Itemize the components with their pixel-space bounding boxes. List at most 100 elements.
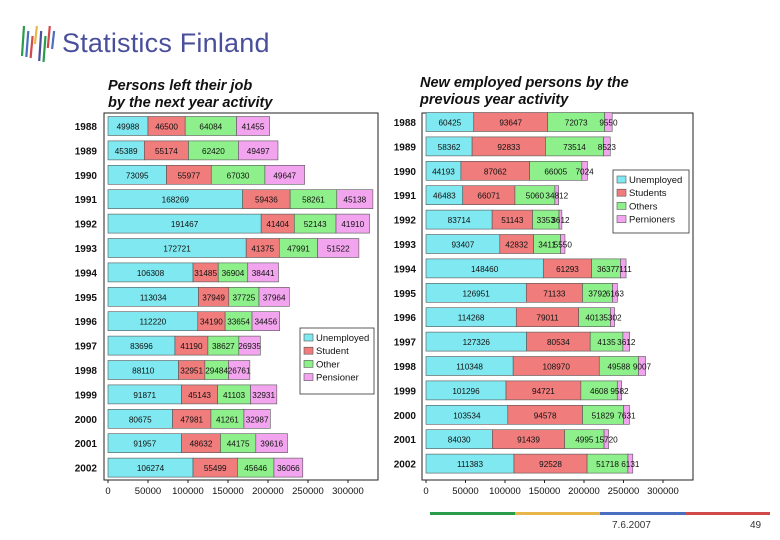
bar-value-label: 106308 [137,269,165,278]
bar-segment-pensioner [251,311,280,332]
bar-value-label: 55174 [155,147,178,156]
bar-value-label: 7111 [615,265,632,274]
footer-line-segment [600,512,685,515]
bar-value-label: 5550 [554,241,573,250]
bar-value-label: 45138 [343,196,366,205]
bar-segment-pensioner [623,404,630,425]
bar-value-label: 32951 [180,367,203,376]
bar-segment-pensioner [238,140,279,161]
year-label: 1990 [394,167,417,178]
bar-value-label: 61293 [556,265,579,274]
year-label: 1993 [75,244,98,255]
chart-title-line: by the next year activity [108,95,273,111]
legend-swatch-pensioner [616,215,627,223]
bar-value-label: 32987 [246,415,269,424]
x-tick-label: 250000 [292,486,324,497]
legend-label: Pernioners [629,215,675,226]
bar-value-label: 55499 [204,464,227,473]
bar-segment-pensioner [238,335,261,356]
bar-value-label: 49588 [607,363,630,372]
bar-value-label: 127326 [463,338,491,347]
bar-value-label: 49647 [273,171,296,180]
year-label: 2002 [75,464,98,475]
bar-segment-pensioner [317,238,360,258]
bar-segment-pensioner [558,209,563,230]
bar-value-label: 38627 [212,342,235,351]
x-tick-label: 0 [105,486,110,497]
bar-segment-pensioner [273,457,304,478]
bar-segment-pensioner [554,185,559,205]
bar-value-label: 94721 [532,387,555,396]
bar-value-label: 15720 [595,436,618,445]
bar-value-label: 58362 [438,143,461,152]
x-tick-label: 300000 [647,486,679,497]
year-label: 1990 [75,171,98,182]
logo-stripe [51,30,56,50]
year-label: 1998 [394,362,417,373]
bar-value-label: 29484 [205,367,228,376]
bar-value-label: 91871 [133,391,156,400]
bar-value-label: 41404 [266,220,289,229]
bar-value-label: 51829 [592,411,615,420]
logo-stripe [29,35,34,59]
legend-swatch-student [616,188,627,197]
bar-segment-pensioner [258,286,290,307]
bar-segment-pensioner [336,189,374,209]
bar-value-label: 5302 [603,314,622,323]
x-tick-label: 100000 [172,486,204,497]
year-label: 2001 [394,435,417,446]
bar-value-label: 44175 [227,440,250,449]
bar-value-label: 71133 [543,289,566,298]
bar-value-label: 103534 [453,411,481,420]
bar-segment-pensioner [620,258,627,279]
bar-value-label: 113034 [140,293,167,302]
bar-segment-pensioner [243,408,271,429]
bar-value-label: 34190 [200,318,223,327]
bar-value-label: 87062 [484,167,507,176]
bar-value-label: 3411 [538,241,556,250]
bar-value-label: 33654 [227,318,250,327]
year-label: 1997 [394,338,417,349]
bar-segment-pensioner [228,360,251,380]
year-label: 2000 [394,411,417,422]
bar-value-label: 66071 [477,192,500,201]
legend-swatch-other [616,202,627,210]
bar-value-label: 6131 [621,460,640,469]
year-label: 1996 [75,317,98,328]
x-tick-label: 200000 [252,486,284,497]
chart-title-line: previous year activity [419,92,569,108]
bar-value-label: 45389 [115,147,138,156]
bar-value-label: 64084 [199,123,222,132]
year-label: 1993 [394,240,417,251]
logo-stripe [33,25,38,45]
bar-segment-pensioner [616,380,622,401]
bar-segment-pensioner [638,356,646,376]
legend-swatch-other [303,360,314,368]
bar-value-label: 8523 [598,143,617,152]
bar-value-label: 26935 [238,342,261,351]
bar-value-label: 73095 [126,171,149,180]
year-label: 1997 [75,342,98,353]
year-label: 1999 [394,386,417,397]
bar-segment-pensioner [610,307,615,328]
bar-value-label: 51522 [327,245,350,254]
bar-value-label: 91439 [517,436,540,445]
year-label: 1999 [75,390,98,401]
legend-label: Student [316,346,349,357]
bar-value-label: 49988 [117,123,140,132]
bar-value-label: 41375 [251,245,274,254]
bar-value-label: 72073 [565,119,588,128]
x-tick-label: 200000 [568,486,600,497]
bar-segment-pensioner [264,165,305,185]
bar-value-label: 51718 [596,460,619,469]
bar-value-label: 126951 [462,289,490,298]
x-tick-label: 250000 [608,486,640,497]
bar-value-label: 9550 [599,119,618,128]
x-tick-label: 150000 [529,486,561,497]
footer-line-segment [515,512,600,515]
logo-stripe [20,25,26,57]
bar-value-label: 3612 [551,216,570,225]
bar-value-label: 5060 [526,192,545,201]
bar-value-label: 36904 [222,269,245,278]
